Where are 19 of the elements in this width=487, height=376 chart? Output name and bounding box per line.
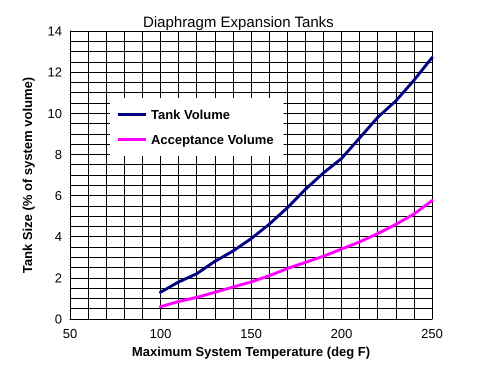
line-series — [159, 199, 434, 308]
y-tick-label: 10 — [48, 106, 62, 121]
y-tick-label: 0 — [54, 312, 62, 326]
chart-title: Diaphragm Expansion Tanks — [143, 14, 334, 31]
legend-label: Tank Volume — [151, 107, 230, 122]
x-tick-label: 200 — [330, 326, 352, 341]
y-tick-label: 12 — [48, 64, 62, 80]
y-axis-title: Tank Size (% of system volume) — [20, 76, 35, 274]
x-tick-label: 50 — [62, 326, 78, 341]
y-tick-label: 14 — [48, 24, 62, 38]
x-tick-label: 150 — [240, 326, 262, 341]
legend-label: Acceptance Volume — [151, 132, 274, 147]
y-tick-label: 2 — [54, 270, 62, 286]
y-tick-label: 4 — [54, 229, 62, 244]
x-tick-label: 100 — [150, 326, 172, 341]
x-axis-title: Maximum System Temperature (deg F) — [132, 344, 370, 359]
x-tick-label: 250 — [421, 326, 443, 341]
y-tick-label: 6 — [54, 188, 62, 204]
y-tick-label: 8 — [54, 146, 62, 162]
